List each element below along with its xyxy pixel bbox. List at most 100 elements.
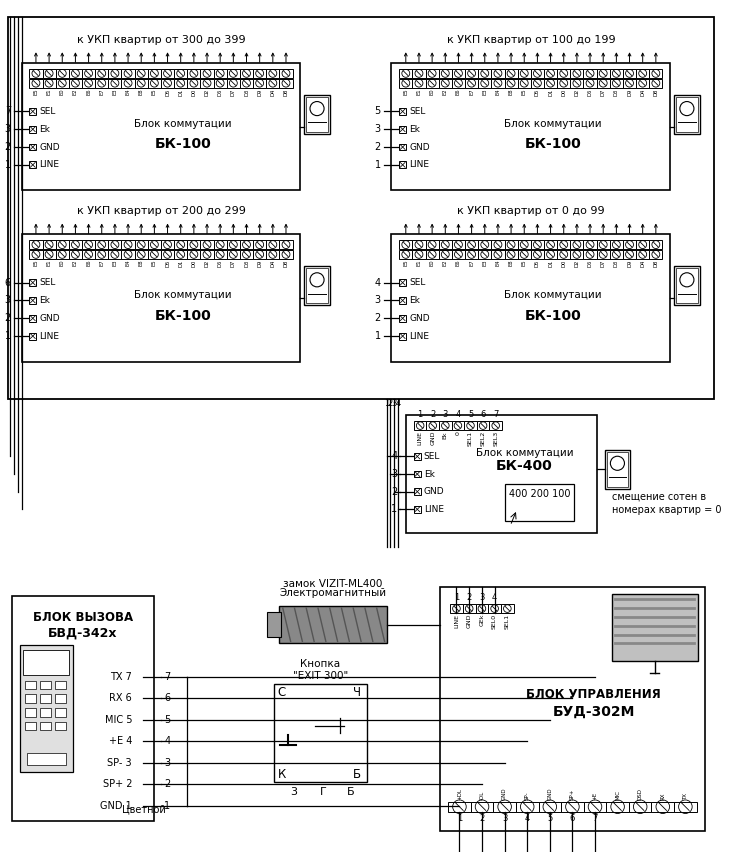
Bar bbox=[148, 78, 161, 88]
Bar bbox=[266, 250, 280, 259]
Text: БЛОК УПРАВЛЕНИЯ: БЛОК УПРАВЛЕНИЯ bbox=[526, 688, 661, 701]
Bar bbox=[29, 69, 42, 77]
Bar bbox=[400, 315, 406, 322]
Text: Ek: Ek bbox=[39, 125, 50, 133]
Bar bbox=[109, 250, 121, 259]
Bar bbox=[493, 802, 516, 812]
Bar bbox=[491, 69, 504, 77]
Text: DSD: DSD bbox=[638, 788, 643, 800]
Bar bbox=[491, 240, 504, 249]
Text: E8: E8 bbox=[509, 89, 513, 96]
Text: GND: GND bbox=[502, 787, 507, 800]
Bar bbox=[505, 484, 574, 521]
Bar bbox=[674, 266, 699, 306]
Text: D0: D0 bbox=[191, 89, 196, 96]
Text: E5: E5 bbox=[403, 260, 408, 266]
Bar bbox=[597, 240, 610, 249]
Text: D6: D6 bbox=[218, 260, 222, 267]
Bar bbox=[452, 78, 465, 88]
Bar bbox=[187, 250, 200, 259]
Bar bbox=[597, 78, 610, 88]
Text: E6: E6 bbox=[456, 89, 461, 96]
Text: 1: 1 bbox=[457, 814, 462, 822]
Bar bbox=[253, 250, 266, 259]
Text: 3: 3 bbox=[391, 399, 397, 407]
Bar bbox=[650, 250, 662, 259]
Bar bbox=[29, 279, 36, 286]
Bar bbox=[253, 78, 266, 88]
Bar bbox=[530, 69, 544, 77]
Bar bbox=[42, 240, 56, 249]
Bar bbox=[471, 802, 493, 812]
Text: 2: 2 bbox=[391, 486, 397, 497]
Text: E8: E8 bbox=[138, 89, 144, 96]
Bar bbox=[544, 78, 557, 88]
Bar bbox=[266, 78, 280, 88]
Bar bbox=[623, 250, 636, 259]
Text: +E 4: +E 4 bbox=[109, 736, 132, 746]
Bar bbox=[636, 240, 650, 249]
Text: D4: D4 bbox=[270, 89, 275, 96]
Bar bbox=[24, 650, 69, 675]
Text: 7: 7 bbox=[493, 410, 498, 419]
Text: 4: 4 bbox=[391, 451, 397, 461]
Text: 1: 1 bbox=[4, 331, 11, 341]
Text: 4: 4 bbox=[492, 593, 497, 602]
Bar bbox=[280, 69, 292, 77]
Text: SEL1: SEL1 bbox=[468, 431, 473, 446]
Text: Блок коммутации: Блок коммутации bbox=[135, 290, 232, 300]
Text: SP+: SP+ bbox=[570, 789, 575, 800]
Text: SEL: SEL bbox=[409, 278, 426, 288]
Bar bbox=[187, 69, 200, 77]
Bar bbox=[465, 250, 478, 259]
Text: E4: E4 bbox=[496, 89, 501, 96]
Bar bbox=[280, 240, 292, 249]
Text: D0: D0 bbox=[191, 260, 196, 267]
Text: Г: Г bbox=[319, 787, 327, 797]
Text: E5: E5 bbox=[152, 260, 157, 266]
Text: TX: TX bbox=[683, 793, 688, 800]
Text: E6: E6 bbox=[86, 89, 91, 96]
Text: D4: D4 bbox=[640, 89, 645, 96]
Text: БК-100: БК-100 bbox=[525, 138, 582, 152]
Text: 6: 6 bbox=[164, 693, 170, 703]
Text: E3: E3 bbox=[482, 89, 487, 95]
Text: Ч: Ч bbox=[353, 685, 361, 699]
Bar bbox=[676, 268, 698, 303]
Text: D8: D8 bbox=[653, 89, 658, 96]
Text: E5: E5 bbox=[403, 89, 408, 96]
Bar bbox=[42, 250, 56, 259]
Bar bbox=[610, 69, 623, 77]
Bar bbox=[29, 144, 36, 151]
Bar bbox=[606, 802, 629, 812]
Text: 3: 3 bbox=[479, 593, 484, 602]
Text: GEk: GEk bbox=[479, 614, 484, 627]
Bar bbox=[400, 78, 412, 88]
Bar bbox=[69, 69, 82, 77]
Bar bbox=[623, 240, 636, 249]
Bar bbox=[439, 250, 452, 259]
Text: E8: E8 bbox=[138, 260, 144, 266]
Text: E5: E5 bbox=[33, 89, 39, 96]
Bar bbox=[530, 250, 544, 259]
Text: 1: 1 bbox=[4, 160, 11, 170]
Bar bbox=[29, 161, 36, 168]
Text: E2: E2 bbox=[73, 89, 78, 96]
Bar bbox=[135, 240, 148, 249]
Text: Ek: Ek bbox=[423, 469, 434, 479]
Bar bbox=[95, 78, 109, 88]
Bar bbox=[135, 250, 148, 259]
Bar bbox=[504, 250, 518, 259]
Bar bbox=[623, 69, 636, 77]
Text: к УКП квартир от 0 до 99: к УКП квартир от 0 до 99 bbox=[457, 206, 605, 216]
Text: SP-: SP- bbox=[525, 791, 530, 800]
Bar bbox=[636, 250, 650, 259]
Bar bbox=[227, 240, 240, 249]
Text: SEL: SEL bbox=[409, 107, 426, 116]
Bar bbox=[583, 78, 597, 88]
Bar bbox=[478, 250, 491, 259]
Bar bbox=[426, 69, 439, 77]
Text: Блок коммутации: Блок коммутации bbox=[135, 119, 232, 129]
Text: E5: E5 bbox=[522, 89, 527, 96]
Text: E1: E1 bbox=[47, 89, 51, 96]
